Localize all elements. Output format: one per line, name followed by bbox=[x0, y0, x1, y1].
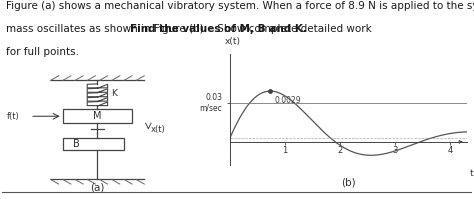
Text: t: t bbox=[469, 169, 473, 178]
Text: Figure (a) shows a mechanical vibratory system. When a force of 8.9 N is applied: Figure (a) shows a mechanical vibratory … bbox=[6, 1, 474, 11]
Text: Find the values of M, B and K.: Find the values of M, B and K. bbox=[130, 24, 307, 34]
Text: mass oscillates as shown in Figure (b).: mass oscillates as shown in Figure (b). bbox=[6, 24, 210, 34]
Text: f(t): f(t) bbox=[7, 112, 19, 121]
Text: for full points.: for full points. bbox=[6, 47, 79, 57]
Text: Show complete detailed work: Show complete detailed work bbox=[214, 24, 372, 34]
Text: M: M bbox=[93, 111, 101, 121]
Text: B: B bbox=[73, 139, 80, 149]
Text: (b): (b) bbox=[341, 177, 356, 187]
Text: x(t): x(t) bbox=[150, 125, 165, 134]
Text: (a): (a) bbox=[90, 182, 105, 192]
Bar bbox=[63, 138, 124, 150]
Text: K: K bbox=[110, 89, 117, 98]
Bar bbox=[63, 109, 132, 123]
Text: 0.0029: 0.0029 bbox=[275, 96, 301, 105]
Text: x(t): x(t) bbox=[225, 37, 241, 46]
